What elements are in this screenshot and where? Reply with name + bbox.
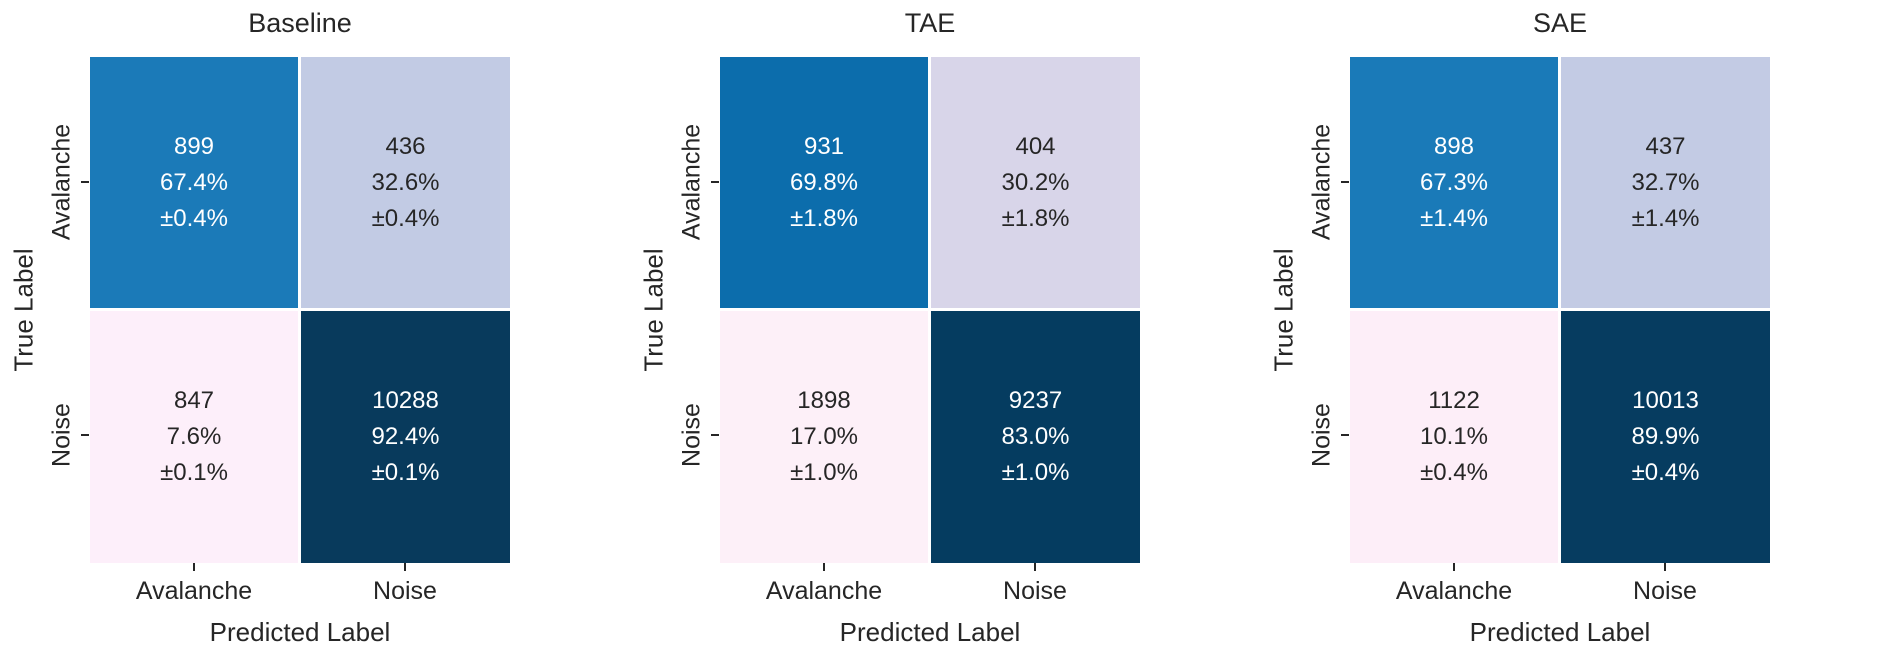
cell-std: ±0.4% [1631, 459, 1700, 486]
y-axis-label: True Label [8, 248, 39, 372]
matrix-cell-true-noise-pred-noise: 9237 83.0% ±1.0% [931, 311, 1140, 563]
x-tick-mark [1034, 563, 1036, 571]
cell-std: ±0.1% [371, 459, 440, 486]
x-tick-mark [193, 563, 195, 571]
cell-count: 1898 [797, 387, 851, 414]
cell-std: ±1.0% [790, 459, 858, 486]
cell-percent: 67.3% [1419, 168, 1489, 196]
cell-percent: 10.1% [1419, 423, 1489, 450]
cell-percent: 32.7% [1631, 168, 1700, 196]
cell-count: 10013 [1632, 387, 1699, 414]
cell-count: 436 [385, 132, 426, 160]
cell-std: ±0.4% [160, 204, 228, 232]
panel-baseline: Baseline True Label Avalanche Noise 899 … [0, 0, 632, 665]
cell-percent: 89.9% [1631, 423, 1700, 450]
x-tick-mark [1664, 563, 1666, 571]
cell-count: 437 [1645, 132, 1686, 160]
matrix-cell-true-noise-pred-noise: 10288 92.4% ±0.1% [301, 311, 510, 563]
matrix-cell-true-avalanche-pred-avalanche: 931 69.8% ±1.8% [720, 57, 928, 308]
y-tick-mark [81, 181, 89, 183]
cell-std: ±1.0% [1001, 459, 1070, 486]
y-axis-label: True Label [638, 248, 669, 372]
panel-title: Baseline [248, 8, 352, 38]
cell-count: 899 [173, 132, 215, 160]
matrix-cell-true-avalanche-pred-noise: 404 30.2% ±1.8% [931, 57, 1140, 308]
y-tick-label-avalanche: Avalanche [677, 123, 706, 241]
matrix-cell-true-noise-pred-avalanche: 847 7.6% ±0.1% [90, 311, 298, 563]
x-tick-mark [404, 563, 406, 571]
x-axis-label: Predicted Label [1469, 617, 1651, 647]
cell-std: ±1.4% [1631, 204, 1700, 232]
cell-count: 10288 [372, 387, 439, 414]
cell-percent: 69.8% [789, 168, 859, 196]
matrix-cell-true-avalanche-pred-noise: 437 32.7% ±1.4% [1561, 57, 1770, 308]
cell-percent: 30.2% [1001, 168, 1070, 196]
y-tick-label-noise: Noise [47, 403, 76, 467]
y-tick-mark [711, 181, 719, 183]
x-tick-label-avalanche: Avalanche [765, 577, 883, 605]
cell-std: ±0.1% [160, 459, 228, 486]
cell-std: ±1.8% [790, 204, 858, 232]
cell-percent: 7.6% [166, 423, 222, 450]
panel-title: SAE [1532, 8, 1588, 38]
y-tick-mark [1341, 434, 1349, 436]
x-tick-label-avalanche: Avalanche [1395, 577, 1513, 605]
matrix-cell-true-noise-pred-avalanche: 1122 10.1% ±0.4% [1350, 311, 1558, 563]
matrix-cell-true-avalanche-pred-avalanche: 899 67.4% ±0.4% [90, 57, 298, 308]
x-tick-label-avalanche: Avalanche [135, 577, 253, 605]
cell-percent: 83.0% [1001, 423, 1070, 450]
x-tick-label-noise: Noise [1003, 577, 1067, 605]
cell-count: 931 [803, 132, 845, 160]
x-tick-label-noise: Noise [1633, 577, 1697, 605]
panel-sae: SAE True Label Avalanche Noise 898 67.3%… [1260, 0, 1892, 665]
cell-percent: 67.4% [159, 168, 229, 196]
cell-count: 898 [1433, 132, 1475, 160]
x-tick-mark [1453, 563, 1455, 571]
y-axis-label: True Label [1268, 248, 1299, 372]
x-tick-mark [823, 563, 825, 571]
cell-count: 404 [1015, 132, 1056, 160]
cell-percent: 17.0% [789, 423, 859, 450]
cell-count: 1122 [1428, 387, 1480, 414]
cell-count: 9237 [1008, 387, 1063, 414]
y-tick-label-avalanche: Avalanche [1307, 123, 1336, 241]
cell-std: ±0.4% [371, 204, 440, 232]
cell-std: ±1.4% [1420, 204, 1488, 232]
x-tick-label-noise: Noise [373, 577, 437, 605]
panel-title: TAE [904, 8, 956, 38]
y-tick-label-noise: Noise [677, 403, 706, 467]
cell-std: ±1.8% [1001, 204, 1070, 232]
cell-count: 847 [173, 387, 215, 414]
y-tick-mark [1341, 181, 1349, 183]
y-tick-mark [711, 434, 719, 436]
cell-std: ±0.4% [1420, 459, 1488, 486]
matrix-cell-true-avalanche-pred-noise: 436 32.6% ±0.4% [301, 57, 510, 308]
matrix-cell-true-noise-pred-avalanche: 1898 17.0% ±1.0% [720, 311, 928, 563]
x-axis-label: Predicted Label [839, 617, 1021, 647]
cell-percent: 92.4% [371, 423, 440, 450]
x-axis-label: Predicted Label [209, 617, 391, 647]
cell-percent: 32.6% [371, 168, 440, 196]
panel-tae: TAE True Label Avalanche Noise 931 69.8%… [630, 0, 1262, 665]
y-tick-mark [81, 434, 89, 436]
matrix-cell-true-noise-pred-noise: 10013 89.9% ±0.4% [1561, 311, 1770, 563]
y-tick-label-noise: Noise [1307, 403, 1336, 467]
y-tick-label-avalanche: Avalanche [47, 123, 76, 241]
matrix-cell-true-avalanche-pred-avalanche: 898 67.3% ±1.4% [1350, 57, 1558, 308]
